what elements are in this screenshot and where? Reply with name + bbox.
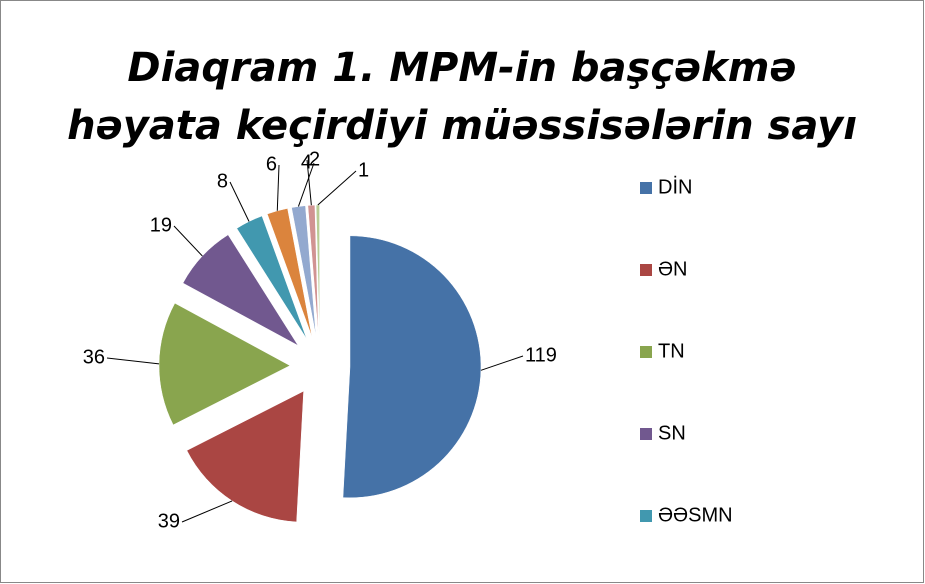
leader-line [480, 355, 524, 371]
data-label: 8 [217, 170, 228, 192]
legend-swatch [640, 264, 652, 276]
pie-slice [236, 215, 308, 340]
data-label: 6 [266, 153, 277, 175]
data-label: 2 [309, 148, 320, 170]
leader-line [297, 162, 315, 207]
legend-swatch [640, 428, 652, 440]
data-label: 1 [358, 159, 369, 181]
pie-slice [342, 235, 482, 499]
legend-label: DİN [658, 175, 692, 198]
leader-line [181, 500, 233, 523]
data-label: 19 [150, 214, 172, 236]
leader-line [106, 357, 160, 365]
legend-label: SN [658, 422, 686, 444]
leader-line [317, 170, 357, 206]
legend-swatch [640, 182, 652, 194]
leader-line [173, 225, 203, 257]
leader-line [229, 181, 250, 222]
pie-slice [291, 205, 317, 337]
leader-line [306, 159, 312, 206]
data-label: 119 [525, 344, 557, 366]
legend-label: ƏN [658, 258, 688, 280]
pie-slice [158, 302, 291, 426]
leader-line [276, 164, 280, 211]
data-label: 4 [301, 151, 312, 173]
data-label: 36 [83, 346, 105, 368]
legend-label: TN [658, 340, 685, 362]
pie-slice [315, 204, 320, 337]
pie-slice [182, 234, 299, 347]
pie-slice [186, 390, 304, 523]
legend-label: ƏƏSMN [658, 504, 733, 526]
data-label: 39 [158, 510, 180, 532]
legend-swatch [640, 510, 652, 522]
chart-title: həyata keçirdiyi müəssisələrin sayı [67, 103, 857, 149]
chart-title: Diaqram 1. MPM-in başçəkmə [127, 45, 796, 91]
legend-swatch [640, 346, 652, 358]
